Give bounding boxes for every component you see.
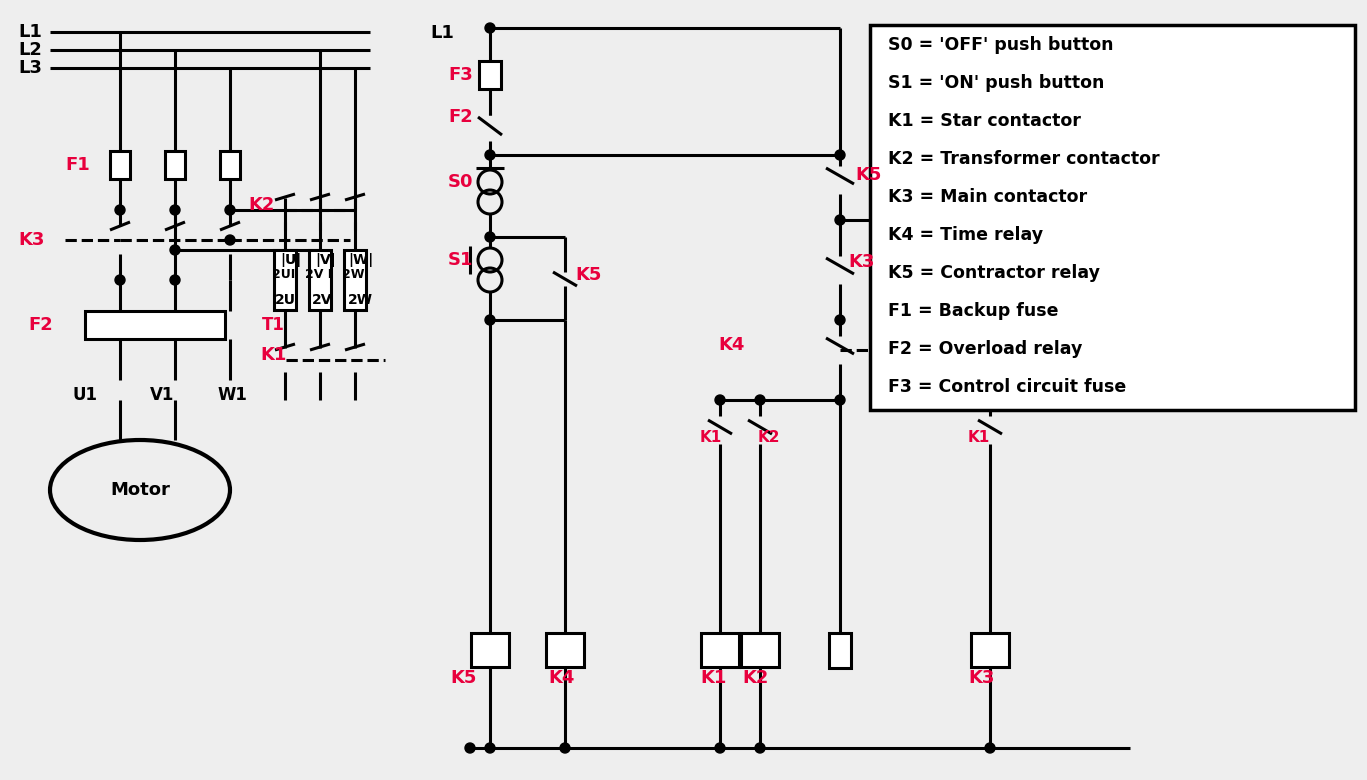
Bar: [344, 250, 366, 310]
Circle shape: [835, 150, 845, 160]
Circle shape: [560, 743, 570, 753]
Text: K2: K2: [742, 669, 768, 687]
Text: |U|: |U|: [280, 253, 301, 267]
Bar: [869, 25, 1355, 410]
Bar: [701, 633, 740, 667]
Bar: [741, 633, 779, 667]
Circle shape: [115, 205, 124, 215]
Text: K5 = Contractor relay: K5 = Contractor relay: [889, 264, 1100, 282]
Text: 2U: 2U: [275, 293, 297, 307]
Circle shape: [485, 315, 495, 325]
Text: |V|: |V|: [314, 253, 336, 267]
Text: K3 = Main contactor: K3 = Main contactor: [889, 188, 1087, 206]
Text: 2V I: 2V I: [305, 268, 332, 282]
Text: K2 = Transformer contactor: K2 = Transformer contactor: [889, 150, 1159, 168]
Circle shape: [835, 215, 845, 225]
Circle shape: [170, 275, 180, 285]
Text: S0 = 'OFF' push button: S0 = 'OFF' push button: [889, 36, 1114, 54]
Text: K3: K3: [18, 231, 44, 249]
Circle shape: [835, 315, 845, 325]
Circle shape: [485, 150, 495, 160]
Text: 2V: 2V: [312, 293, 332, 307]
Text: 2UI: 2UI: [272, 268, 295, 282]
Circle shape: [755, 395, 766, 405]
Circle shape: [485, 743, 495, 753]
Text: F3: F3: [448, 66, 473, 84]
Text: L2: L2: [18, 41, 42, 59]
Text: L3: L3: [18, 59, 42, 77]
Text: F2: F2: [27, 316, 53, 334]
Circle shape: [485, 23, 495, 33]
Text: S1: S1: [448, 251, 473, 269]
Text: K1 = Star contactor: K1 = Star contactor: [889, 112, 1081, 130]
Text: T1: T1: [262, 316, 284, 334]
Circle shape: [986, 743, 995, 753]
Circle shape: [715, 743, 725, 753]
Circle shape: [115, 275, 124, 285]
Text: U1: U1: [72, 386, 97, 404]
Text: K5: K5: [450, 669, 476, 687]
Text: K4: K4: [548, 669, 574, 687]
Text: F2: F2: [448, 108, 473, 126]
Circle shape: [170, 205, 180, 215]
Text: S1 = 'ON' push button: S1 = 'ON' push button: [889, 74, 1105, 92]
Text: K4: K4: [718, 336, 745, 354]
Bar: [109, 151, 130, 179]
Text: K1: K1: [700, 431, 722, 445]
Text: K5: K5: [854, 166, 882, 184]
Text: K1: K1: [700, 669, 726, 687]
Text: K2: K2: [757, 431, 781, 445]
Text: V1: V1: [150, 386, 175, 404]
Text: Motor: Motor: [111, 481, 170, 499]
Text: S0: S0: [448, 173, 473, 191]
Text: F3 = Control circuit fuse: F3 = Control circuit fuse: [889, 378, 1126, 396]
Bar: [472, 633, 509, 667]
Text: 2WI: 2WI: [342, 268, 369, 282]
Bar: [545, 633, 584, 667]
Bar: [85, 311, 226, 339]
Circle shape: [226, 235, 235, 245]
Circle shape: [485, 232, 495, 242]
Circle shape: [835, 395, 845, 405]
Circle shape: [226, 205, 235, 215]
Text: F2 = Overload relay: F2 = Overload relay: [889, 340, 1083, 358]
Text: K3: K3: [848, 253, 875, 271]
Text: K1: K1: [260, 346, 286, 364]
Bar: [478, 61, 500, 89]
Text: L1: L1: [431, 24, 454, 42]
Bar: [220, 151, 241, 179]
Circle shape: [465, 743, 474, 753]
Text: K5: K5: [576, 266, 601, 284]
Bar: [309, 250, 331, 310]
Bar: [165, 151, 185, 179]
Text: L1: L1: [18, 23, 42, 41]
Text: K3: K3: [968, 669, 994, 687]
Bar: [273, 250, 297, 310]
Text: W1: W1: [217, 386, 247, 404]
Bar: [828, 633, 852, 668]
Circle shape: [170, 245, 180, 255]
Text: K4 = Time relay: K4 = Time relay: [889, 226, 1043, 244]
Text: |W|: |W|: [349, 253, 373, 267]
Circle shape: [755, 743, 766, 753]
Text: F1 = Backup fuse: F1 = Backup fuse: [889, 302, 1058, 320]
Text: K1: K1: [968, 431, 990, 445]
Text: 2W: 2W: [349, 293, 373, 307]
Circle shape: [715, 395, 725, 405]
Text: F1: F1: [66, 156, 90, 174]
Text: K2: K2: [247, 196, 275, 214]
Bar: [971, 633, 1009, 667]
